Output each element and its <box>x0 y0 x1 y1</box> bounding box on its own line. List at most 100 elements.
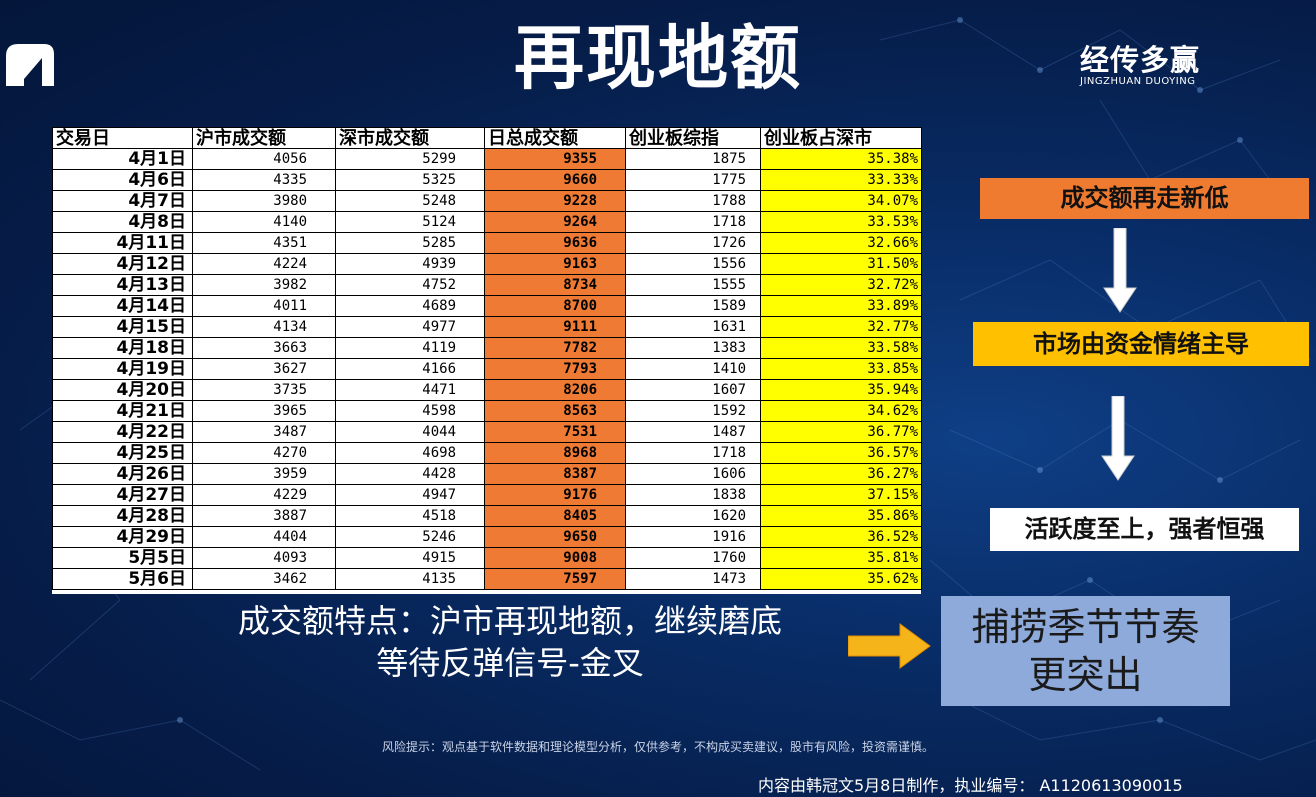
cell-trade-date: 5月5日 <box>52 547 193 569</box>
logo-n-icon <box>6 44 54 86</box>
brand-name: 经传多赢 <box>1080 43 1201 77</box>
rhythm-line-2: 更突出 <box>1028 653 1143 697</box>
cell-gem-index: 1556 <box>625 253 761 275</box>
cell-sz-turnover: 5248 <box>335 190 485 212</box>
table-row: 4月15日 4134 4977 9111 1631 32.77% <box>52 316 922 338</box>
down-arrow-icon <box>1101 396 1135 481</box>
cell-gem-index: 1775 <box>625 169 761 191</box>
cell-gem-ratio: 33.85% <box>760 358 922 380</box>
cell-trade-date: 5月6日 <box>52 568 193 590</box>
page-title: 再现地额 <box>514 17 802 99</box>
cell-gem-index: 1631 <box>625 316 761 338</box>
table-row: 4月6日 4335 5325 9660 1775 33.33% <box>52 169 922 191</box>
table-row: 4月19日 3627 4166 7793 1410 33.85% <box>52 358 922 380</box>
cell-trade-date: 4月28日 <box>52 505 193 527</box>
flow-step-3: 活跃度至上，强者恒强 <box>990 508 1299 551</box>
cell-total-turnover: 9264 <box>484 211 626 233</box>
cell-sz-turnover: 5325 <box>335 169 485 191</box>
cell-sz-turnover: 4166 <box>335 358 485 380</box>
cell-sh-turnover: 4335 <box>192 169 336 191</box>
cell-sh-turnover: 4404 <box>192 526 336 548</box>
cell-gem-ratio: 37.15% <box>760 484 922 506</box>
cell-gem-ratio: 35.38% <box>760 148 922 170</box>
cell-gem-ratio: 32.72% <box>760 274 922 296</box>
table-row: 4月22日 3487 4044 7531 1487 36.77% <box>52 421 922 443</box>
cell-trade-date: 4月18日 <box>52 337 193 359</box>
table-row: 4月18日 3663 4119 7782 1383 33.58% <box>52 337 922 359</box>
cell-gem-index: 1916 <box>625 526 761 548</box>
cell-sh-turnover: 3462 <box>192 568 336 590</box>
cell-trade-date: 4月1日 <box>52 148 193 170</box>
table-row: 4月29日 4404 5246 9650 1916 36.52% <box>52 526 922 548</box>
cell-sh-turnover: 4056 <box>192 148 336 170</box>
cell-gem-index: 1606 <box>625 463 761 485</box>
cell-sh-turnover: 4351 <box>192 232 336 254</box>
summary-line-2: 等待反弹信号-金叉 <box>376 644 644 682</box>
cell-trade-date: 4月19日 <box>52 358 193 380</box>
cell-trade-date: 4月11日 <box>52 232 193 254</box>
cell-gem-index: 1718 <box>625 442 761 464</box>
cell-total-turnover: 8563 <box>484 400 626 422</box>
cell-trade-date: 4月20日 <box>52 379 193 401</box>
cell-trade-date: 4月8日 <box>52 211 193 233</box>
cell-sh-turnover: 4270 <box>192 442 336 464</box>
cell-gem-ratio: 36.27% <box>760 463 922 485</box>
table-row: 4月11日 4351 5285 9636 1726 32.66% <box>52 232 922 254</box>
cell-total-turnover: 9636 <box>484 232 626 254</box>
cell-total-turnover: 7531 <box>484 421 626 443</box>
cell-gem-index: 1410 <box>625 358 761 380</box>
cell-sz-turnover: 5285 <box>335 232 485 254</box>
cell-trade-date: 4月15日 <box>52 316 193 338</box>
cell-total-turnover: 7793 <box>484 358 626 380</box>
cell-sh-turnover: 3982 <box>192 274 336 296</box>
table-row: 4月25日 4270 4698 8968 1718 36.57% <box>52 442 922 464</box>
summary-line-1: 成交额特点：沪市再现地额，继续磨底 <box>237 602 782 640</box>
cell-gem-ratio: 35.81% <box>760 547 922 569</box>
table-row: 4月20日 3735 4471 8206 1607 35.94% <box>52 379 922 401</box>
brand-subtitle: JINGZHUAN DUOYING <box>1080 76 1196 87</box>
cell-gem-ratio: 31.50% <box>760 253 922 275</box>
right-arrow-icon <box>848 623 931 669</box>
cell-gem-ratio: 32.66% <box>760 232 922 254</box>
cell-total-turnover: 9355 <box>484 148 626 170</box>
cell-total-turnover: 9660 <box>484 169 626 191</box>
cell-sz-turnover: 4698 <box>335 442 485 464</box>
header-gem-ratio: 创业板占深市 <box>760 127 922 149</box>
table-row: 4月12日 4224 4939 9163 1556 31.50% <box>52 253 922 275</box>
cell-sh-turnover: 3887 <box>192 505 336 527</box>
cell-gem-index: 1620 <box>625 505 761 527</box>
cell-total-turnover: 8734 <box>484 274 626 296</box>
cell-sh-turnover: 3627 <box>192 358 336 380</box>
cell-total-turnover: 7597 <box>484 568 626 590</box>
cell-sh-turnover: 4140 <box>192 211 336 233</box>
cell-sz-turnover: 4947 <box>335 484 485 506</box>
rhythm-line-1: 捕捞季节节奏 <box>971 605 1200 649</box>
cell-sz-turnover: 5124 <box>335 211 485 233</box>
cell-total-turnover: 8206 <box>484 379 626 401</box>
cell-gem-index: 1726 <box>625 232 761 254</box>
cell-gem-index: 1760 <box>625 547 761 569</box>
table-row: 4月1日 4056 5299 9355 1875 35.38% <box>52 148 922 170</box>
cell-sh-turnover: 4011 <box>192 295 336 317</box>
cell-sz-turnover: 4471 <box>335 379 485 401</box>
cell-trade-date: 4月6日 <box>52 169 193 191</box>
cell-gem-ratio: 35.94% <box>760 379 922 401</box>
cell-gem-index: 1555 <box>625 274 761 296</box>
cell-sh-turnover: 3663 <box>192 337 336 359</box>
header-gem-index: 创业板综指 <box>625 127 761 149</box>
cell-trade-date: 4月25日 <box>52 442 193 464</box>
cell-total-turnover: 8968 <box>484 442 626 464</box>
cell-sh-turnover: 4224 <box>192 253 336 275</box>
table-row: 4月27日 4229 4947 9176 1838 37.15% <box>52 484 922 506</box>
cell-gem-ratio: 33.33% <box>760 169 922 191</box>
summary-text: 成交额特点：沪市再现地额，继续磨底 等待反弹信号-金叉 <box>140 600 880 684</box>
flow-step-2: 市场由资金情绪主导 <box>973 322 1309 366</box>
cell-gem-ratio: 32.77% <box>760 316 922 338</box>
table-row: 4月26日 3959 4428 8387 1606 36.27% <box>52 463 922 485</box>
cell-sz-turnover: 4689 <box>335 295 485 317</box>
cell-total-turnover: 8405 <box>484 505 626 527</box>
cell-gem-index: 1589 <box>625 295 761 317</box>
cell-gem-ratio: 36.77% <box>760 421 922 443</box>
cell-sz-turnover: 4915 <box>335 547 485 569</box>
turnover-table: 交易日 沪市成交额 深市成交额 日总成交额 创业板综指 创业板占深市 4月1日 4… <box>52 127 922 594</box>
